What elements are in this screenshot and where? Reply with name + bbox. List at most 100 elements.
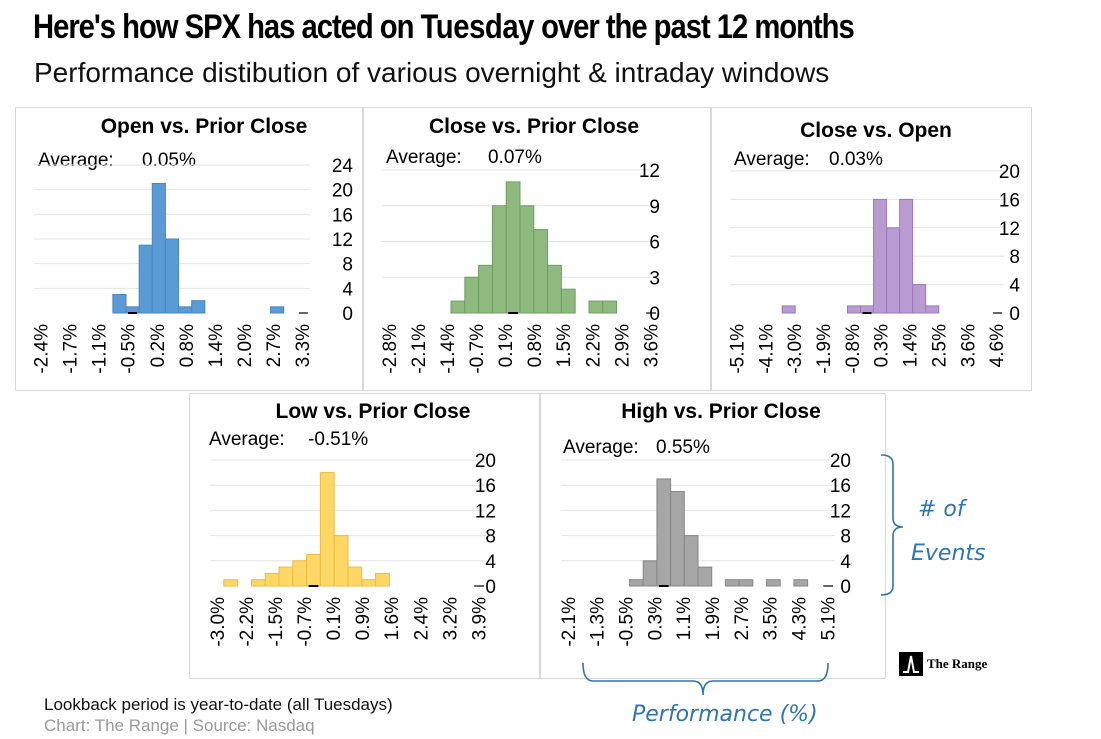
main-title: Here's how SPX has acted on Tuesday over… bbox=[33, 6, 855, 48]
x-tick-label: 1.6% bbox=[382, 597, 403, 640]
chart-title: Close vs. Prior Close bbox=[429, 115, 639, 138]
y-tick-label: 4 bbox=[1009, 276, 1020, 297]
histogram-bar bbox=[319, 472, 335, 587]
average-label: Average: bbox=[386, 147, 462, 168]
average-label: Average: bbox=[563, 437, 639, 458]
y-tick-label: 0 bbox=[485, 577, 496, 598]
x-tick-label: -2.2% bbox=[237, 597, 258, 647]
y-tick-label: 16 bbox=[999, 190, 1020, 211]
histogram-bar bbox=[347, 566, 363, 587]
x-tick-label: 2.0% bbox=[235, 324, 256, 367]
x-tick-label: 3.9% bbox=[469, 597, 490, 640]
y-tick-label: 20 bbox=[830, 451, 851, 472]
histogram-bar bbox=[656, 478, 672, 587]
y-tick-label: 24 bbox=[332, 156, 354, 177]
y-tick-label: 0 bbox=[649, 304, 660, 325]
x-tick-label: 1.1% bbox=[674, 597, 695, 640]
histogram-bar bbox=[478, 264, 493, 314]
y-tick-label: 4 bbox=[840, 552, 851, 573]
y-tick-label: 12 bbox=[639, 161, 660, 182]
x-tick-label: -1.1% bbox=[90, 324, 111, 374]
average-label: Average: bbox=[734, 149, 810, 170]
x-tick-label: 3.6% bbox=[641, 324, 662, 367]
x-tick-label: 1.4% bbox=[901, 324, 922, 367]
histogram-svg: Low vs. Prior Close Average: -0.51% 0 4 8 12 16… bbox=[208, 400, 497, 647]
x-tick-label: 1.4% bbox=[206, 324, 227, 367]
x-tick-label: -5.1% bbox=[728, 324, 749, 374]
x-tick-label: 0.8% bbox=[525, 324, 546, 367]
x-tick-label: 3.5% bbox=[761, 597, 782, 640]
title-prefix: Here's how SPX has acted on bbox=[33, 8, 421, 46]
x-tick-label: -2.4% bbox=[32, 324, 53, 374]
performance-label: Performance (%) bbox=[632, 702, 818, 727]
footer-source: Chart: The Range | Source: Nasdaq bbox=[44, 716, 315, 735]
y-tick-label: 8 bbox=[342, 255, 353, 276]
chart-panel-low-vs-prior-close: Low vs. Prior Close Average: -0.51% 0 4 8 12 16… bbox=[189, 393, 540, 679]
histogram-bar bbox=[912, 284, 927, 314]
y-tick-label: 12 bbox=[332, 230, 353, 251]
histogram-bar bbox=[333, 535, 349, 587]
x-tick-label: 2.5% bbox=[929, 324, 950, 367]
histogram-bar bbox=[588, 300, 604, 314]
y-tick-label: 3 bbox=[649, 268, 660, 289]
x-tick-label: -2.8% bbox=[380, 324, 401, 374]
histogram-bar bbox=[781, 305, 796, 314]
histogram-bar bbox=[270, 306, 285, 314]
x-tick-label: -0.7% bbox=[295, 597, 316, 647]
x-tick-label: 2.7% bbox=[264, 324, 285, 367]
chart-title: Close vs. Open bbox=[800, 119, 952, 142]
histogram-bar bbox=[670, 491, 685, 587]
events-label-line2: Events bbox=[911, 541, 986, 566]
x-tick-label: 2.2% bbox=[583, 324, 604, 367]
histogram-bar bbox=[602, 300, 618, 314]
average-value: -0.51% bbox=[308, 429, 368, 450]
histogram-svg: High vs. Prior Close Average: 0.55% 0 4 8 12 16… bbox=[559, 400, 852, 647]
histogram-bar bbox=[846, 305, 861, 314]
x-tick-label: 0.3% bbox=[645, 597, 666, 640]
x-tick-label: 1.5% bbox=[554, 324, 575, 367]
histogram-svg: Close vs. Open Average: 0.03% 0 4 8 12 16 20 -5.1… bbox=[728, 119, 1021, 374]
x-tick-label: -0.7% bbox=[467, 324, 488, 374]
x-tick-label: 0.1% bbox=[324, 597, 345, 640]
histogram-bar bbox=[560, 288, 576, 314]
y-tick-label: 8 bbox=[1009, 247, 1020, 268]
histogram-bar bbox=[873, 198, 888, 314]
x-tick-label: -0.8% bbox=[843, 324, 864, 374]
brand-name: The Range bbox=[927, 656, 988, 671]
x-tick-label: 4.6% bbox=[987, 324, 1008, 367]
histogram-bar bbox=[738, 579, 754, 587]
chart-panel-close-vs-prior-close: Close vs. Prior Close Average: 0.07% 0 3 6 9 12… bbox=[363, 107, 711, 391]
y-tick-label: 8 bbox=[485, 527, 496, 548]
x-tick-label: -0.5% bbox=[119, 324, 140, 374]
y-tick-label: 0 bbox=[1009, 304, 1020, 325]
average-value: 0.03% bbox=[829, 149, 883, 170]
histogram-bar bbox=[642, 560, 658, 587]
histogram-bar bbox=[223, 579, 239, 587]
histogram-bar bbox=[151, 183, 166, 314]
y-tick-label: 16 bbox=[332, 205, 353, 226]
histogram-bar bbox=[697, 566, 713, 587]
x-tick-label: -4.1% bbox=[756, 324, 777, 374]
y-tick-label: 9 bbox=[649, 197, 660, 218]
x-tick-label: -1.9% bbox=[814, 324, 835, 374]
histogram-bar bbox=[547, 264, 562, 314]
y-tick-label: 16 bbox=[475, 476, 496, 497]
chart-title: Open vs. Prior Close bbox=[101, 115, 308, 138]
x-tick-label: -1.4% bbox=[438, 324, 459, 374]
histogram-bar bbox=[450, 300, 466, 314]
y-tick-label: 4 bbox=[342, 279, 353, 300]
histogram-bar bbox=[683, 535, 699, 587]
histogram-bar bbox=[793, 579, 809, 587]
x-tick-label: -0.5% bbox=[617, 597, 638, 647]
x-tick-label: -2.1% bbox=[409, 324, 430, 374]
histogram-bar bbox=[375, 572, 390, 587]
histogram-bar bbox=[766, 579, 781, 587]
histogram-svg: Open vs. Prior Close Average: 0.05% 0 4 8 12 16… bbox=[32, 115, 354, 374]
x-tick-label: 5.1% bbox=[818, 597, 839, 640]
brand-logo: The Range bbox=[899, 652, 987, 676]
x-tick-label: 2.9% bbox=[612, 324, 633, 367]
histogram-bar bbox=[533, 229, 549, 314]
y-tick-label: 20 bbox=[332, 181, 353, 202]
subtitle: Performance distibution of various overn… bbox=[34, 57, 830, 88]
x-tick-label: 3.2% bbox=[440, 597, 461, 640]
